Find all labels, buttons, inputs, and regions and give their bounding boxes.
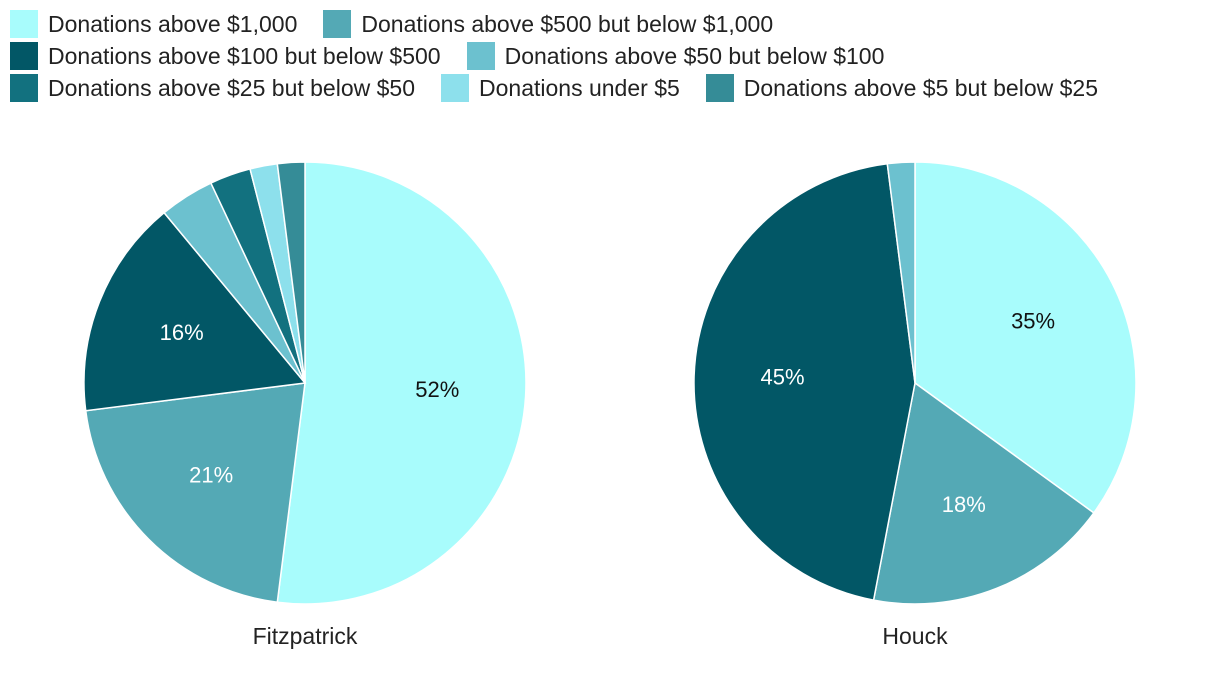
- legend-item: Donations above $25 but below $50: [10, 74, 415, 102]
- legend-label: Donations above $50 but below $100: [504, 42, 885, 69]
- slice-data-label: 35%: [1011, 309, 1055, 334]
- slice-data-label: 52%: [415, 377, 459, 402]
- pie-title: Houck: [882, 623, 948, 649]
- legend-item: Donations under $5: [441, 74, 680, 102]
- legend-item: Donations above $100 but below $500: [10, 42, 441, 70]
- legend-row: Donations above $25 but below $50 Donatio…: [10, 72, 1210, 104]
- legend-label: Donations above $100 but below $500: [48, 42, 441, 69]
- legend-swatch: [441, 74, 470, 102]
- legend-swatch: [10, 74, 38, 102]
- pie-title: Fitzpatrick: [253, 623, 358, 649]
- legend-item: Donations above $500 but below $1,000: [323, 10, 773, 38]
- legend-swatch: [466, 42, 495, 70]
- legend-item: Donations above $50 but below $100: [466, 42, 885, 70]
- legend-label: Donations above $1,000: [48, 10, 298, 37]
- pie-slice: [276, 161, 527, 605]
- slice-data-label: 21%: [189, 463, 233, 488]
- legend-swatch: [323, 10, 352, 38]
- legend-swatch: [10, 10, 38, 38]
- legend-label: Donations above $500 but below $1,000: [361, 10, 774, 37]
- legend-item: Donations above $5 but below $25: [705, 74, 1098, 102]
- pie-2: 35% 18% 45% Houck: [693, 161, 1137, 649]
- pie-slice: [276, 161, 306, 384]
- pie-slice: [872, 381, 1095, 605]
- slice-data-label: 16%: [160, 320, 204, 345]
- pie-slice: [886, 161, 916, 384]
- legend-label: Donations above $5 but below $25: [743, 74, 1098, 101]
- pie-slice: [83, 211, 307, 412]
- pie-slice: [914, 161, 1137, 514]
- legend-label: Donations above $25 but below $50: [48, 74, 416, 101]
- legend-row: Donations above $100 but below $500 Donat…: [10, 40, 1210, 72]
- legend-label: Donations under $5: [479, 74, 680, 101]
- legend-swatch: [705, 74, 734, 102]
- pie-slice: [84, 382, 306, 604]
- legend-item: Donations above $1,000: [10, 10, 297, 38]
- slice-data-label: 18%: [942, 492, 986, 517]
- pie-1: 52% 21% 16% Fitzpatrick: [83, 161, 527, 649]
- slice-data-label: 45%: [760, 365, 804, 390]
- legend: Donations above $1,000 Donations above $5…: [10, 8, 1210, 104]
- legend-row: Donations above $1,000 Donations above $5…: [10, 8, 1210, 40]
- legend-swatch: [10, 42, 38, 70]
- pie-slice: [693, 162, 916, 601]
